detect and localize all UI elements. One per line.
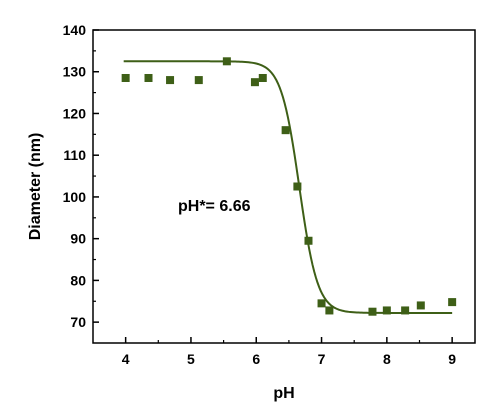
x-axis-title: pH [273, 385, 294, 402]
y-tick-label: 130 [63, 64, 87, 80]
data-point [401, 306, 410, 315]
data-point [293, 182, 302, 191]
data-point [281, 126, 290, 135]
data-point [448, 298, 457, 307]
data-point [166, 76, 175, 85]
data-point [222, 57, 231, 66]
data-point [304, 236, 313, 245]
y-tick-label: 90 [70, 231, 86, 247]
x-tick-label: 5 [187, 351, 195, 367]
ph-annotation: pH*= 6.66 [178, 198, 251, 215]
data-point [258, 73, 267, 82]
y-tick-label: 110 [63, 147, 86, 163]
data-points [121, 57, 457, 316]
x-tick-label: 8 [383, 351, 391, 367]
y-axis-title: Diameter (nm) [27, 133, 44, 241]
data-point [325, 306, 334, 315]
data-point [416, 301, 425, 310]
data-point [368, 307, 377, 316]
y-tick-label: 70 [70, 314, 86, 330]
y-axis: 70 80 90 100 110 120 130 140 [63, 22, 99, 330]
x-tick-label: 6 [252, 351, 260, 367]
y-tick-label: 120 [63, 105, 87, 121]
y-tick-label: 80 [70, 272, 86, 288]
x-tick-label: 7 [318, 351, 326, 367]
y-tick-label: 140 [63, 22, 87, 38]
y-tick-label: 100 [63, 189, 87, 205]
x-axis: 4 5 6 7 8 9 [122, 337, 456, 367]
plot-area: 4 5 6 7 8 9 70 80 90 100 110 120 130 140 [63, 22, 476, 367]
x-tick-label: 4 [122, 351, 130, 367]
data-point [121, 73, 130, 82]
plot-frame [92, 29, 476, 344]
data-point [144, 73, 153, 82]
fit-curve [123, 60, 453, 314]
data-point [250, 78, 259, 87]
data-point [382, 306, 391, 315]
data-point [317, 299, 326, 308]
data-point [194, 76, 203, 85]
x-tick-label: 9 [448, 351, 456, 367]
